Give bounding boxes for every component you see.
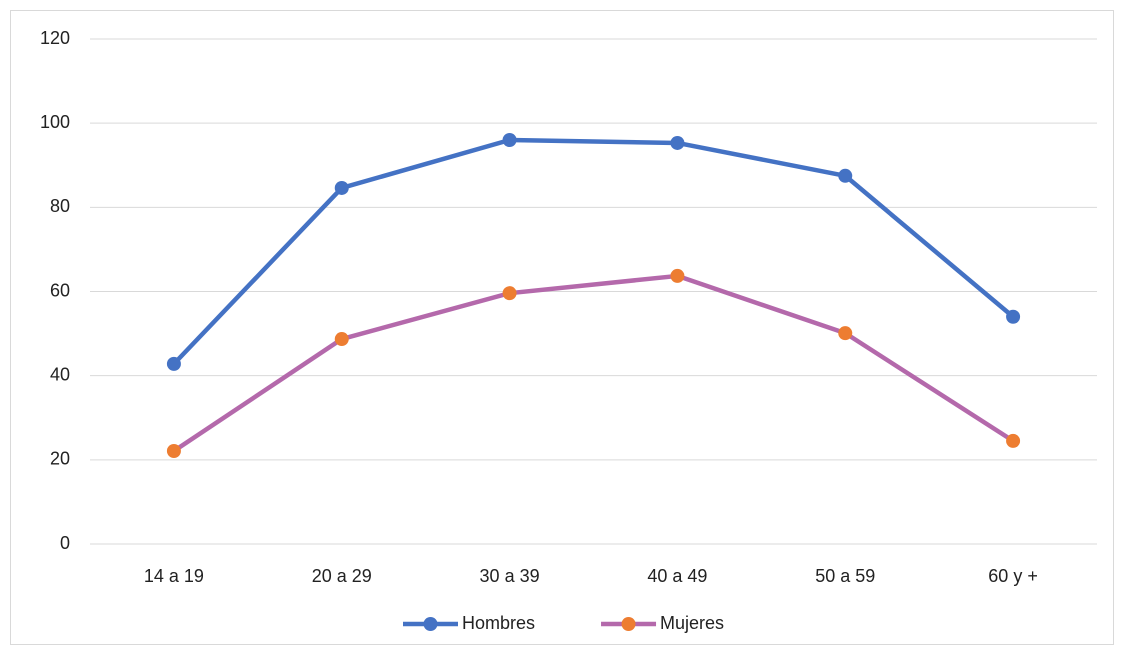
data-point xyxy=(1006,433,1021,448)
legend-label: Hombres xyxy=(462,613,535,633)
y-tick-label: 40 xyxy=(50,364,70,384)
y-tick-label: 60 xyxy=(50,280,70,300)
x-tick-label: 40 a 49 xyxy=(647,566,707,586)
data-point xyxy=(166,356,181,371)
data-point xyxy=(334,180,349,195)
data-point xyxy=(838,168,853,183)
y-tick-label: 120 xyxy=(40,28,70,48)
data-point xyxy=(166,443,181,458)
legend-marker xyxy=(621,617,636,631)
series-line xyxy=(172,273,1015,453)
x-tick-label: 14 a 19 xyxy=(144,566,204,586)
x-tick-label: 30 a 39 xyxy=(480,566,540,586)
data-point xyxy=(670,268,685,283)
y-tick-label: 0 xyxy=(60,533,70,553)
data-point xyxy=(334,332,349,347)
y-tick-label: 20 xyxy=(50,449,70,469)
y-tick-label: 100 xyxy=(40,112,70,132)
data-point xyxy=(502,133,517,147)
series-line xyxy=(172,137,1015,366)
data-point xyxy=(502,286,517,301)
x-tick-label: 50 a 59 xyxy=(815,566,875,586)
data-point xyxy=(838,326,853,341)
y-tick-label: 80 xyxy=(50,196,70,216)
legend-marker xyxy=(423,617,438,631)
x-tick-label: 20 a 29 xyxy=(312,566,372,586)
data-point xyxy=(1006,309,1021,324)
data-point xyxy=(670,135,685,150)
chart-border xyxy=(10,10,1114,645)
x-tick-label: 60 y + xyxy=(988,566,1038,586)
legend-label: Mujeres xyxy=(660,613,724,633)
